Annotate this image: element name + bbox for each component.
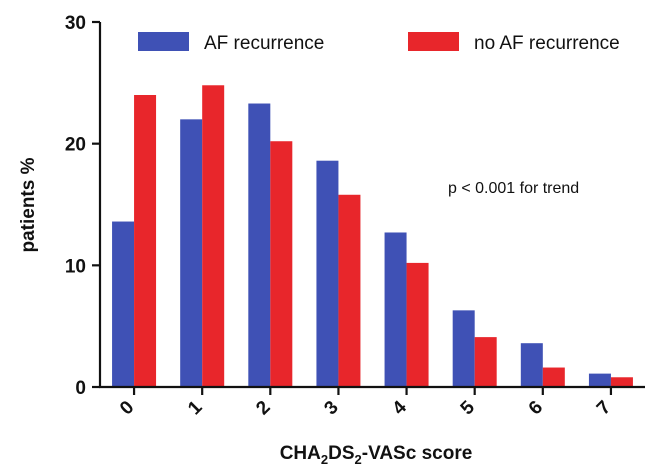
- bar-af-recurrence-1: [180, 119, 203, 387]
- bar-af-recurrence-7: [588, 373, 611, 387]
- bar-no-af-recurrence-6: [542, 367, 565, 387]
- legend-label-af-recurrence: AF recurrence: [204, 33, 324, 54]
- x-tick-label: 7: [593, 397, 615, 419]
- bar-af-recurrence-0: [112, 221, 135, 387]
- bar-no-af-recurrence-2: [270, 141, 293, 387]
- legend-label-no-af-recurrence: no AF recurrence: [474, 33, 620, 54]
- bar-af-recurrence-2: [248, 103, 271, 388]
- x-axis-title: CHA2DS2-VASc score: [280, 443, 473, 467]
- x-tick-label: 4: [389, 397, 412, 420]
- x-axis-title-sub1: 2: [321, 452, 328, 467]
- x-tick-label: 3: [320, 397, 342, 419]
- x-tick-label: 2: [252, 397, 274, 419]
- legend-swatch-no-af-recurrence: [408, 32, 459, 51]
- bar-no-af-recurrence-4: [406, 262, 429, 387]
- y-ticks: 0 10 20 30: [65, 13, 100, 399]
- bars-layer: [112, 85, 633, 388]
- bar-no-af-recurrence-3: [338, 194, 361, 387]
- x-tick-label: 6: [525, 397, 547, 419]
- bar-af-recurrence-5: [452, 310, 475, 387]
- bar-af-recurrence-6: [520, 343, 543, 387]
- y-tick-label: 0: [75, 378, 86, 399]
- x-tick-label: 5: [457, 397, 480, 420]
- bar-no-af-recurrence-0: [134, 95, 157, 387]
- x-ticks: 0 1 2 3 4 5 6 7: [116, 387, 615, 419]
- y-tick-label: 20: [65, 135, 86, 156]
- legend-swatch-af-recurrence: [138, 32, 189, 51]
- annotation-p-value: p < 0.001 for trend: [448, 180, 579, 197]
- bar-no-af-recurrence-5: [474, 337, 497, 387]
- y-tick-label: 10: [65, 256, 86, 277]
- bar-no-af-recurrence-1: [202, 85, 225, 388]
- x-axis-title-sub2: 2: [355, 452, 362, 467]
- bar-af-recurrence-4: [384, 232, 407, 387]
- bar-no-af-recurrence-7: [610, 377, 633, 387]
- x-axis-title-tail: -VASc score: [362, 443, 473, 464]
- x-tick-label: 1: [184, 397, 207, 420]
- y-tick-label: 30: [65, 13, 86, 34]
- x-axis-title-base: CHA: [280, 443, 321, 464]
- x-tick-label: 0: [116, 397, 138, 419]
- bar-af-recurrence-3: [316, 160, 339, 387]
- y-axis-title: patients %: [18, 157, 39, 252]
- x-axis-title-mid: DS: [328, 443, 354, 464]
- legend: AF recurrence no AF recurrence: [138, 32, 620, 54]
